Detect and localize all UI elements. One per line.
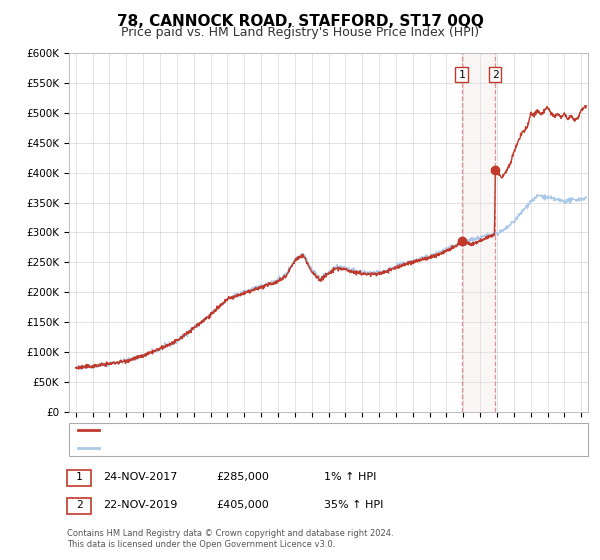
Text: HPI: Average price, detached house, Stafford: HPI: Average price, detached house, Staf… [103,443,338,453]
Text: 78, CANNOCK ROAD, STAFFORD, ST17 0QQ: 78, CANNOCK ROAD, STAFFORD, ST17 0QQ [116,14,484,29]
Text: Price paid vs. HM Land Registry's House Price Index (HPI): Price paid vs. HM Land Registry's House … [121,26,479,39]
Text: 1% ↑ HPI: 1% ↑ HPI [324,472,376,482]
Text: 1: 1 [458,69,465,80]
Text: 24-NOV-2017: 24-NOV-2017 [103,472,178,482]
Text: 2: 2 [76,500,83,510]
Text: 2: 2 [492,69,499,80]
Text: 35% ↑ HPI: 35% ↑ HPI [324,500,383,510]
Text: 78, CANNOCK ROAD, STAFFORD, ST17 0QQ (detached house): 78, CANNOCK ROAD, STAFFORD, ST17 0QQ (de… [103,424,424,435]
Bar [461,53,496,412]
Text: 1: 1 [76,472,83,482]
Text: £285,000: £285,000 [216,472,269,482]
Text: £405,000: £405,000 [216,500,269,510]
Text: 22-NOV-2019: 22-NOV-2019 [103,500,178,510]
Text: Contains HM Land Registry data © Crown copyright and database right 2024.
This d: Contains HM Land Registry data © Crown c… [67,529,394,549]
